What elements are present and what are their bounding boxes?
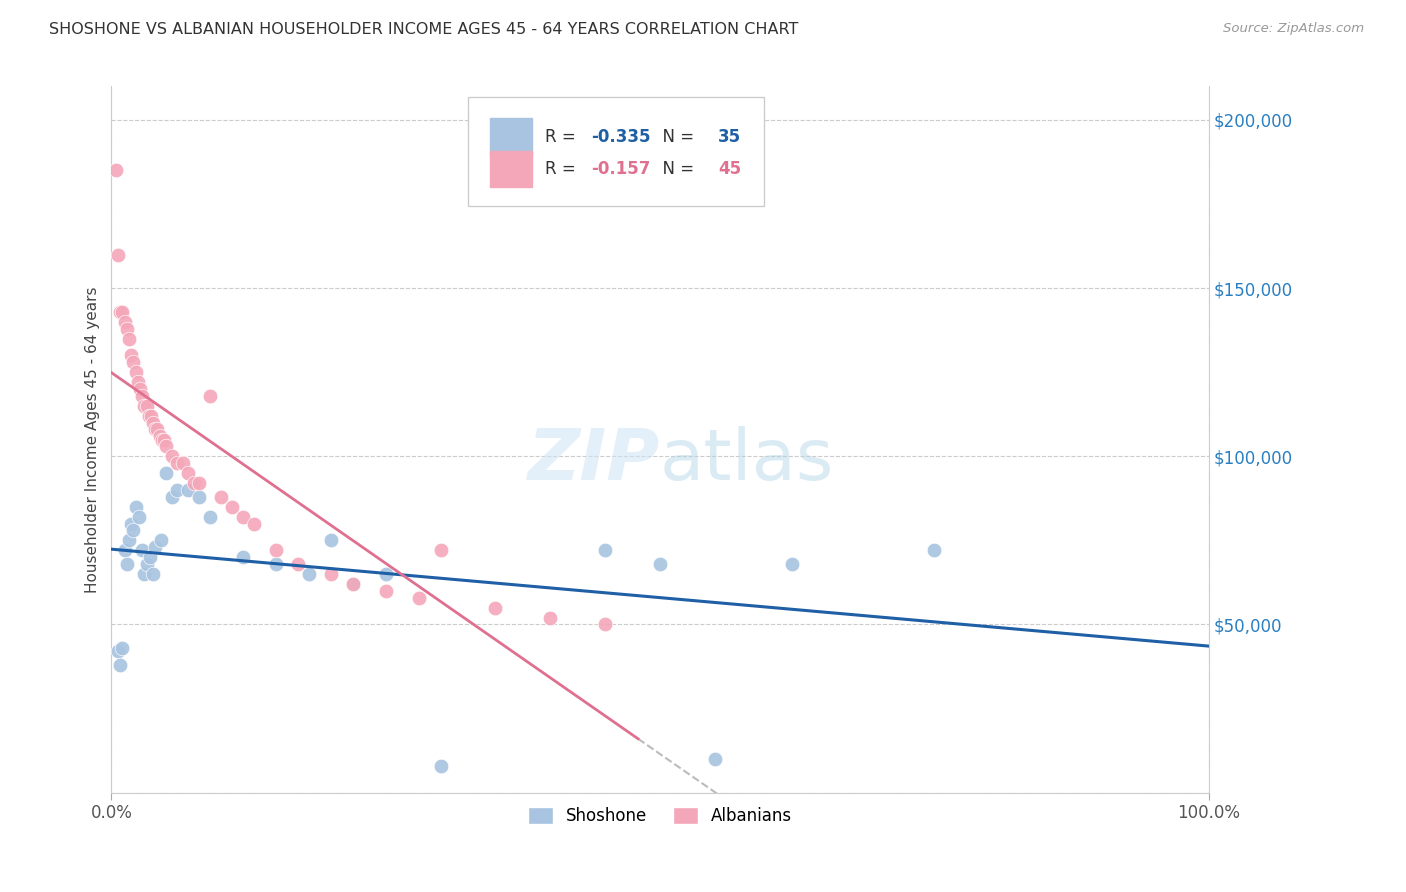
- Point: [160, 490, 183, 504]
- Point: [134, 399, 156, 413]
- Point: [484, 600, 506, 615]
- Point: [155, 466, 177, 480]
- Point: [118, 533, 141, 548]
- Text: Source: ZipAtlas.com: Source: ZipAtlas.com: [1223, 22, 1364, 36]
- Point: [166, 483, 188, 497]
- Text: -0.335: -0.335: [591, 128, 651, 145]
- Point: [115, 557, 138, 571]
- Text: SHOSHONE VS ALBANIAN HOUSEHOLDER INCOME AGES 45 - 64 YEARS CORRELATION CHART: SHOSHONE VS ALBANIAN HOUSEHOLDER INCOME …: [49, 22, 799, 37]
- Point: [111, 640, 134, 655]
- Point: [149, 429, 172, 443]
- Point: [160, 450, 183, 464]
- Text: 35: 35: [718, 128, 741, 145]
- Text: N =: N =: [652, 128, 700, 145]
- Point: [221, 500, 243, 514]
- Point: [139, 409, 162, 423]
- Point: [104, 163, 127, 178]
- Point: [166, 456, 188, 470]
- Y-axis label: Householder Income Ages 45 - 64 years: Householder Income Ages 45 - 64 years: [86, 286, 100, 593]
- Point: [538, 611, 561, 625]
- Point: [374, 567, 396, 582]
- FancyBboxPatch shape: [489, 151, 531, 187]
- Point: [107, 247, 129, 261]
- Point: [128, 509, 150, 524]
- Point: [342, 577, 364, 591]
- Point: [129, 382, 152, 396]
- Point: [177, 483, 200, 497]
- Point: [146, 422, 169, 436]
- Point: [780, 557, 803, 571]
- Point: [108, 657, 131, 672]
- Point: [108, 304, 131, 318]
- Point: [135, 557, 157, 571]
- Point: [243, 516, 266, 531]
- Point: [342, 577, 364, 591]
- Point: [122, 524, 145, 538]
- Point: [374, 583, 396, 598]
- Text: ZIP: ZIP: [527, 426, 659, 495]
- Text: N =: N =: [652, 160, 700, 178]
- Point: [111, 304, 134, 318]
- Point: [319, 533, 342, 548]
- Point: [135, 399, 157, 413]
- Point: [124, 365, 146, 379]
- Point: [188, 490, 211, 504]
- Point: [155, 439, 177, 453]
- Point: [115, 321, 138, 335]
- Point: [107, 644, 129, 658]
- Point: [124, 500, 146, 514]
- Point: [127, 376, 149, 390]
- FancyBboxPatch shape: [468, 97, 765, 206]
- Point: [131, 543, 153, 558]
- Point: [149, 533, 172, 548]
- Text: 45: 45: [718, 160, 741, 178]
- Text: R =: R =: [544, 128, 581, 145]
- Legend: Shoshone, Albanians: Shoshone, Albanians: [520, 799, 800, 834]
- Point: [139, 550, 162, 565]
- Point: [429, 543, 451, 558]
- Point: [298, 567, 321, 582]
- Point: [120, 516, 142, 531]
- Point: [138, 409, 160, 423]
- Point: [319, 567, 342, 582]
- Point: [153, 433, 176, 447]
- Point: [177, 466, 200, 480]
- Point: [198, 509, 221, 524]
- Point: [264, 543, 287, 558]
- Point: [114, 315, 136, 329]
- Point: [232, 509, 254, 524]
- Point: [172, 456, 194, 470]
- Point: [122, 355, 145, 369]
- Point: [703, 752, 725, 766]
- Point: [131, 389, 153, 403]
- Point: [198, 389, 221, 403]
- Point: [924, 543, 946, 558]
- Point: [209, 490, 232, 504]
- Point: [648, 557, 671, 571]
- FancyBboxPatch shape: [489, 118, 531, 155]
- Point: [142, 567, 165, 582]
- Point: [188, 476, 211, 491]
- Point: [143, 422, 166, 436]
- Point: [183, 476, 205, 491]
- Point: [143, 540, 166, 554]
- Point: [593, 543, 616, 558]
- Point: [114, 543, 136, 558]
- Point: [134, 567, 156, 582]
- Point: [142, 416, 165, 430]
- Point: [429, 758, 451, 772]
- Point: [120, 348, 142, 362]
- Point: [264, 557, 287, 571]
- Point: [150, 433, 173, 447]
- Text: -0.157: -0.157: [591, 160, 650, 178]
- Text: R =: R =: [544, 160, 581, 178]
- Point: [232, 550, 254, 565]
- Point: [593, 617, 616, 632]
- Point: [287, 557, 309, 571]
- Point: [118, 332, 141, 346]
- Point: [408, 591, 430, 605]
- Text: atlas: atlas: [659, 426, 834, 495]
